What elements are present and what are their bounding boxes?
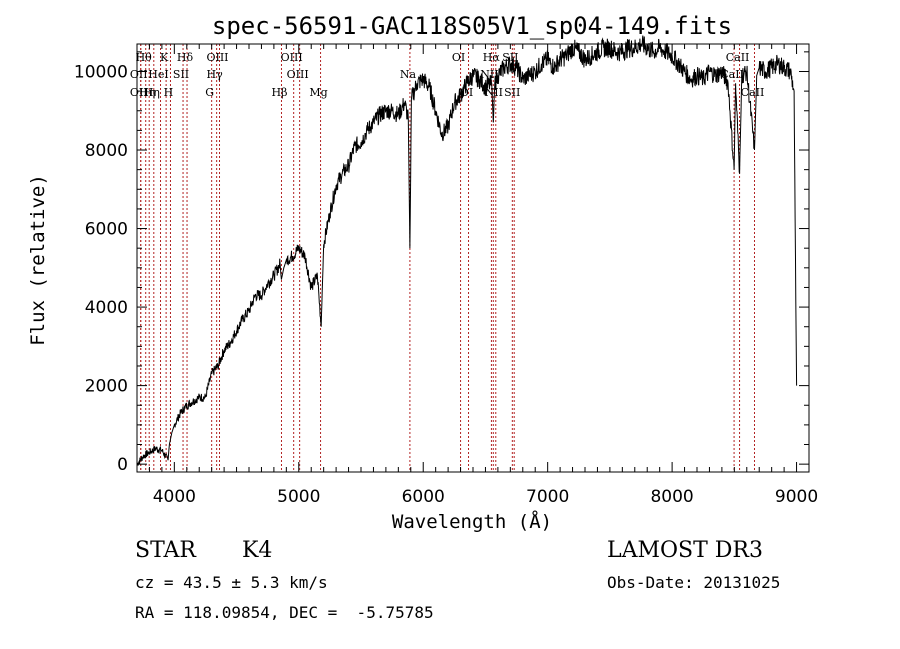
y-tick-label: 6000 [85, 220, 128, 240]
x-axis-label: Wavelength (Å) [392, 510, 552, 533]
y-tick-label: 10000 [74, 62, 128, 82]
line-label-h: H [164, 86, 174, 99]
coordinates: RA = 118.09854, DEC = -5.75785 [135, 603, 434, 622]
line-label-hη: Hη [144, 86, 160, 99]
emission-line-markers [140, 44, 755, 472]
redshift-value: cz = 43.5 ± 5.3 km/s [135, 573, 328, 592]
y-axis: 0 2000 4000 6000 8000 10000 [74, 51, 809, 475]
line-label-k: K [160, 51, 169, 64]
line-label-na: Na [400, 68, 417, 81]
spectrum-series-line [136, 35, 798, 466]
x-tick-label: 9000 [775, 487, 818, 507]
survey-name: LAMOST DR3 [607, 538, 763, 563]
x-tick-label: 6000 [402, 487, 445, 507]
line-label-hei: HeI [148, 68, 168, 81]
line-label-sii: SII [173, 68, 189, 81]
plot-frame [136, 43, 810, 473]
line-label-oiii: OIII [287, 68, 309, 81]
line-label-hδ: Hδ [177, 51, 194, 64]
x-tick-label: 7000 [526, 487, 569, 507]
line-label-hγ: Hγ [207, 68, 224, 81]
line-label-hη: Hη [139, 86, 155, 99]
x-tick-label: 8000 [650, 487, 693, 507]
line-label-oii: OII [130, 86, 148, 99]
line-label-hβ: Hβ [272, 86, 288, 99]
subclass: K4 [242, 538, 273, 563]
line-label-g: G [205, 86, 214, 99]
line-label-hθ: Hθ [136, 51, 153, 64]
y-axis-label: Flux (relative) [27, 174, 49, 346]
x-tick-label: 4000 [153, 487, 196, 507]
line-label-oiii: OIII [206, 51, 228, 64]
line-label-hα: Hα [483, 51, 501, 64]
line-label-sii: SII [504, 86, 520, 99]
y-tick-label: 0 [117, 455, 128, 475]
line-label-caii: CaII [726, 51, 750, 64]
line-label-caii: CaII [741, 86, 765, 99]
object-class: STAR [135, 538, 196, 563]
y-tick-label: 8000 [85, 141, 128, 161]
chart-title: spec-56591-GAC118S05V1_sp04-149.fits [212, 12, 732, 40]
line-label-oii: OII [130, 68, 148, 81]
line-label-nii: NII [485, 86, 503, 99]
x-axis: 4000 5000 6000 7000 8000 9000 [136, 44, 818, 507]
line-label-nii: NII [480, 68, 498, 81]
line-label-oiii: OIII [281, 51, 303, 64]
line-label-oi: OI [452, 51, 465, 64]
obs-date: Obs-Date: 20131025 [607, 573, 781, 592]
y-tick-label: 4000 [85, 298, 128, 318]
line-label-mg: Mg [309, 86, 327, 99]
x-tick-label: 5000 [277, 487, 320, 507]
y-tick-label: 2000 [85, 377, 128, 397]
